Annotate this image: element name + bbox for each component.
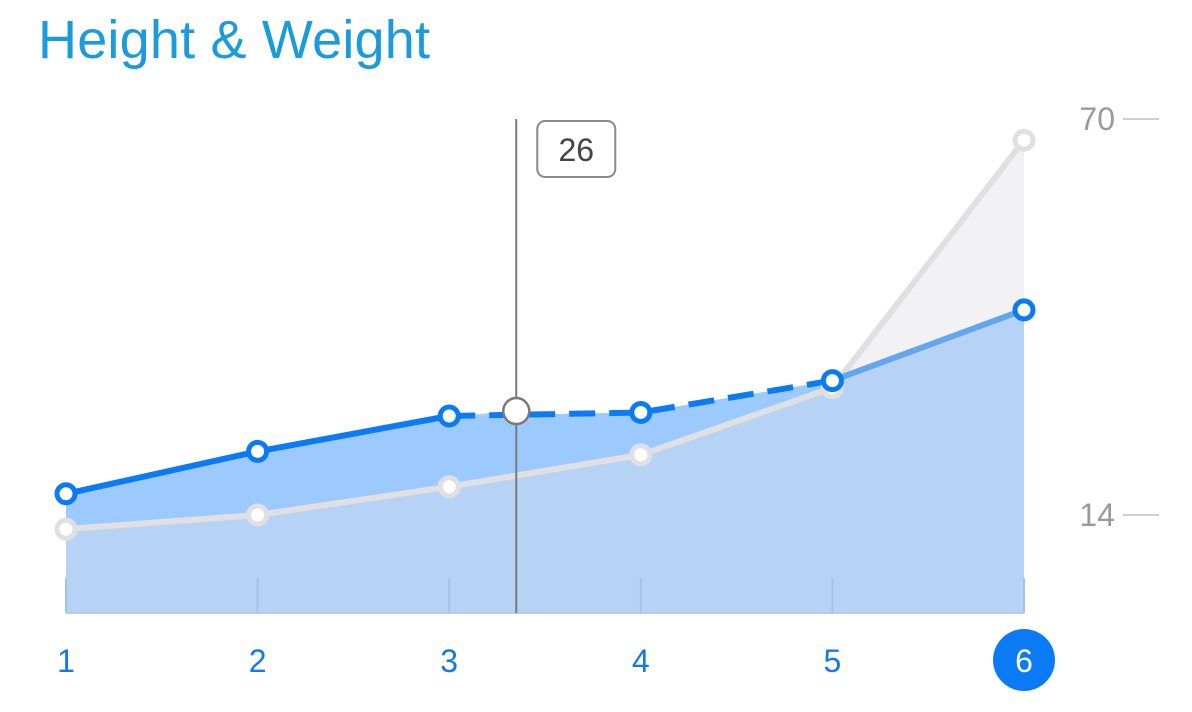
x-tick-selected-marker[interactable] <box>993 629 1055 691</box>
cursor-handle[interactable] <box>502 396 531 426</box>
tooltip-value: 26 <box>558 132 594 168</box>
x-tick-label[interactable]: 5 <box>824 643 842 679</box>
x-axis-layer[interactable]: 1 2 3 4 5 6 <box>57 629 1055 691</box>
primary-data-point[interactable] <box>629 400 653 424</box>
cursor-layer[interactable]: 26 <box>502 119 617 613</box>
y-axis-layer: 14 70 <box>1079 101 1159 533</box>
primary-data-point[interactable] <box>54 482 78 506</box>
primary-data-point[interactable] <box>820 369 844 393</box>
chart-title: Height & Weight <box>38 10 431 70</box>
tooltip-box <box>536 120 617 178</box>
x-tick-label[interactable]: 1 <box>57 643 75 679</box>
y-tick-label: 14 <box>1079 497 1115 533</box>
primary-data-point[interactable] <box>1012 298 1036 322</box>
baseline-layer <box>65 578 1025 614</box>
primary-data-point[interactable] <box>437 404 461 428</box>
secondary-data-point[interactable] <box>1012 128 1036 152</box>
x-tick-label[interactable]: 3 <box>440 643 458 679</box>
secondary-series-line <box>63 137 1027 533</box>
x-tick-label[interactable]: 2 <box>249 643 267 679</box>
secondary-data-point[interactable] <box>246 503 270 527</box>
x-tick-label[interactable]: 6 <box>1015 643 1033 679</box>
primary-data-point[interactable] <box>246 439 270 463</box>
points-layer[interactable] <box>54 128 1036 541</box>
secondary-data-point[interactable] <box>54 517 78 541</box>
y-tick-label: 70 <box>1079 101 1115 137</box>
primary-series-line-projected <box>829 306 1027 384</box>
x-tick-label[interactable]: 4 <box>632 643 650 679</box>
secondary-data-point[interactable] <box>437 475 461 499</box>
secondary-data-point[interactable] <box>629 443 653 467</box>
secondary-line-layer <box>63 137 1027 533</box>
